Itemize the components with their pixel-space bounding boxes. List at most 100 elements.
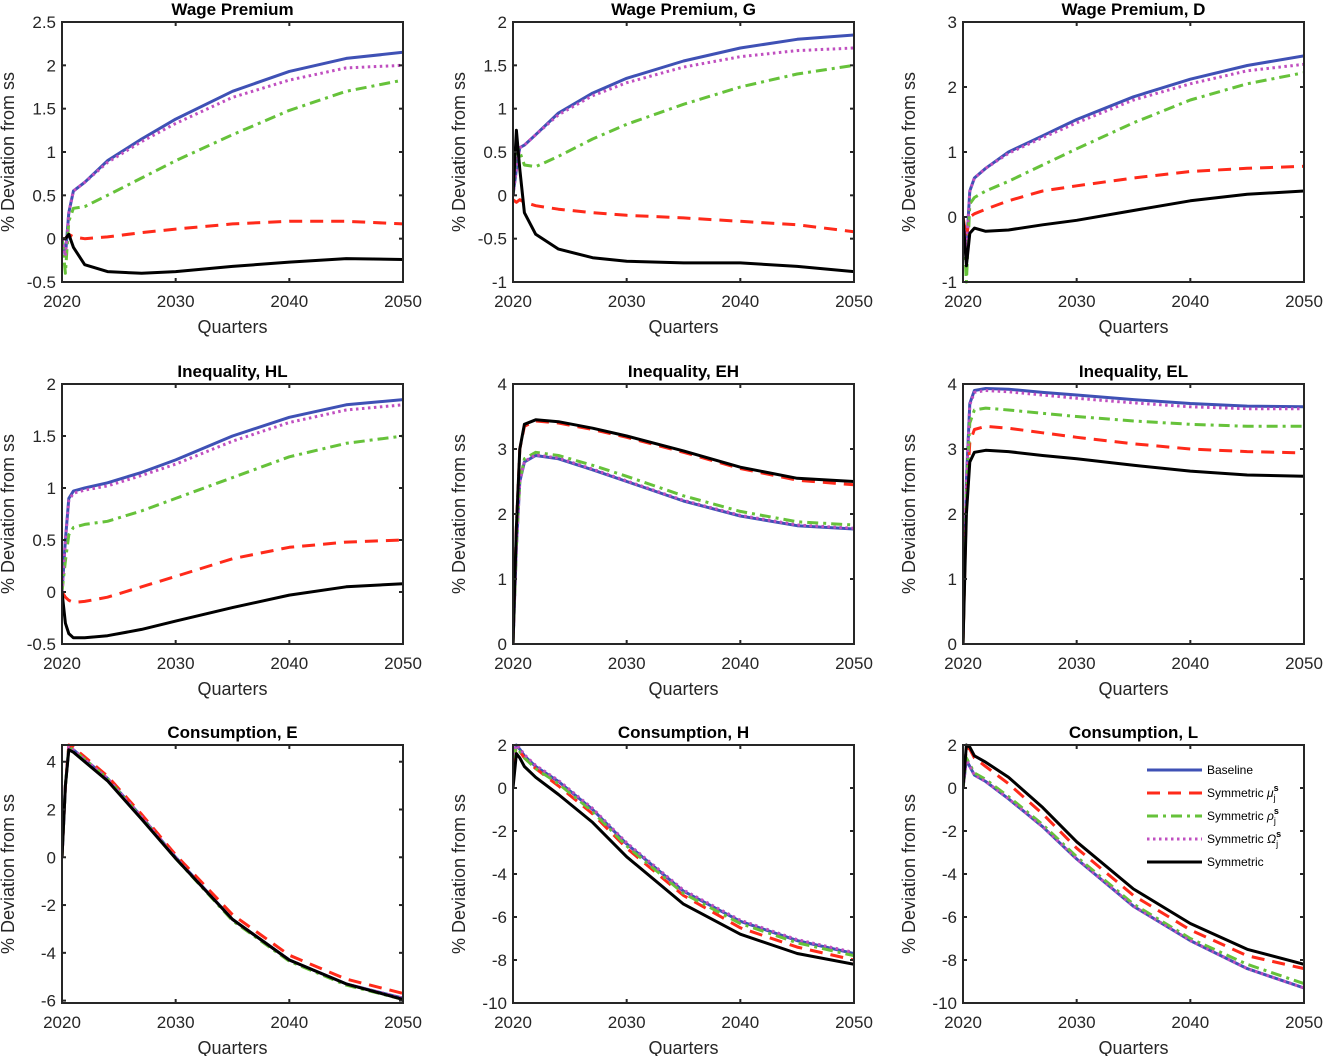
y-tick-label: 4 — [948, 375, 957, 394]
x-axis-label: Quarters — [197, 1038, 267, 1056]
legend-superscript: s — [1274, 806, 1279, 816]
y-tick-label: -4 — [41, 944, 56, 963]
x-tick-label: 2040 — [721, 654, 759, 673]
panel-wage-premium: 2020 2030 2040 2050 -0.5 0 0.5 1 1.5 2 2.5 Wage Pre… — [0, 0, 422, 337]
x-tick-label: 2050 — [1285, 292, 1323, 311]
y-tick-label: 1 — [47, 143, 56, 162]
y-tick-label: -4 — [492, 865, 507, 884]
series-line-0 — [62, 398, 403, 593]
y-tick-label: -8 — [942, 951, 957, 970]
legend-subscript: j — [1273, 816, 1276, 826]
legend-superscript: s — [1276, 829, 1281, 839]
legend-entry: Symmetric ρs j — [1207, 806, 1279, 826]
y-tick-label: 1 — [498, 570, 507, 589]
y-tick-label: 2 — [498, 736, 507, 755]
plot-area — [62, 384, 403, 644]
plot-area — [513, 384, 854, 644]
series-line-4 — [963, 448, 1304, 645]
x-tick-label: 2030 — [157, 654, 195, 673]
x-tick-label: 2030 — [608, 292, 646, 311]
panel-wage-premium-d: 2020 2030 2040 2050 -1 0 1 2 3 Wage Premium, D Qua… — [899, 0, 1323, 337]
y-tick-label: -6 — [942, 908, 957, 927]
plot-area — [963, 384, 1304, 644]
series-line-2 — [963, 71, 1304, 284]
legend-superscript: s — [1274, 783, 1279, 793]
y-tick-label: -2 — [492, 822, 507, 841]
legend-entry: Symmetric — [1207, 855, 1264, 869]
series-line-2 — [963, 406, 1304, 645]
y-tick-label: 2 — [47, 56, 56, 75]
x-axis-label: Quarters — [197, 317, 267, 337]
x-axis-label: Quarters — [1098, 679, 1168, 699]
x-tick-label: 2020 — [494, 1013, 532, 1032]
x-axis-label: Quarters — [197, 679, 267, 699]
axes-box — [61, 383, 404, 645]
panel-title: Consumption, L — [1069, 723, 1198, 742]
series-line-2 — [963, 756, 1304, 986]
x-axis-label: Quarters — [1098, 317, 1168, 337]
y-tick-label: -2 — [41, 896, 56, 915]
y-tick-label: 0.5 — [483, 143, 507, 162]
x-tick-label: 2050 — [835, 1013, 873, 1032]
y-axis-label: % Deviation from ss — [899, 434, 919, 594]
y-tick-label: 4 — [47, 753, 56, 772]
legend-symbol: ρ — [1266, 809, 1274, 823]
x-tick-label: 2040 — [1171, 292, 1209, 311]
x-tick-label: 2050 — [835, 292, 873, 311]
legend-symbol: μ — [1266, 786, 1274, 800]
panel-inequality-hl: 2020 2030 2040 2050 -0.5 0 0.5 1 1.5 2 Inequality,… — [0, 362, 422, 699]
y-tick-label: 1.5 — [32, 427, 56, 446]
legend-label: Symmetric — [1207, 809, 1267, 823]
series-line-0 — [963, 54, 1304, 251]
y-tick-label: 2 — [948, 736, 957, 755]
y-axis-label: % Deviation from ss — [449, 72, 469, 232]
y-tick-label: -4 — [942, 865, 957, 884]
legend-subscript: j — [1273, 793, 1276, 803]
y-tick-label: 4 — [498, 375, 507, 394]
x-tick-label: 2040 — [1171, 654, 1209, 673]
x-tick-label: 2050 — [384, 292, 422, 311]
panel-title: Inequality, HL — [177, 362, 287, 381]
y-tick-label: 2 — [47, 801, 56, 820]
series-line-3 — [62, 63, 403, 258]
series-line-4 — [963, 743, 1304, 966]
y-tick-label: 0 — [948, 779, 957, 798]
legend-label: Symmetric — [1207, 832, 1267, 846]
series-line-2 — [513, 63, 854, 196]
x-tick-label: 2050 — [384, 654, 422, 673]
y-tick-label: 0 — [47, 583, 56, 602]
series-line-4 — [963, 189, 1304, 268]
x-tick-label: 2040 — [270, 654, 308, 673]
y-tick-label: 2 — [498, 13, 507, 32]
x-tick-label: 2030 — [608, 1013, 646, 1032]
x-axis-label: Quarters — [648, 317, 718, 337]
panel-title: Wage Premium, G — [611, 0, 756, 19]
x-tick-label: 2030 — [608, 654, 646, 673]
x-tick-label: 2050 — [835, 654, 873, 673]
y-tick-label: 1 — [498, 100, 507, 119]
series-line-1 — [513, 198, 854, 234]
series-line-4 — [62, 232, 403, 275]
y-tick-label: 2 — [47, 375, 56, 394]
y-tick-label: 1 — [948, 143, 957, 162]
x-tick-label: 2030 — [157, 292, 195, 311]
y-tick-label: 0 — [498, 635, 507, 654]
x-tick-label: 2040 — [721, 1013, 759, 1032]
y-tick-label: 1 — [948, 570, 957, 589]
x-tick-label: 2040 — [270, 292, 308, 311]
series-line-3 — [513, 743, 854, 954]
legend-label: Symmetric — [1207, 855, 1264, 869]
y-tick-label: 3 — [498, 440, 507, 459]
y-tick-label: 0 — [498, 186, 507, 205]
y-axis-label: % Deviation from ss — [0, 794, 18, 954]
y-tick-label: -1 — [492, 273, 507, 292]
y-tick-label: -8 — [492, 951, 507, 970]
y-tick-label: 2 — [948, 78, 957, 97]
y-tick-label: -6 — [41, 992, 56, 1011]
y-tick-label: 1.5 — [32, 100, 56, 119]
panel-consumption-e: 2020 2030 2040 2050 -6 -4 -2 0 2 4 Consumption, E Q… — [0, 723, 422, 1058]
panel-title: Inequality, EH — [628, 362, 739, 381]
x-tick-label: 2030 — [1058, 654, 1096, 673]
x-tick-label: 2040 — [1171, 1013, 1209, 1032]
